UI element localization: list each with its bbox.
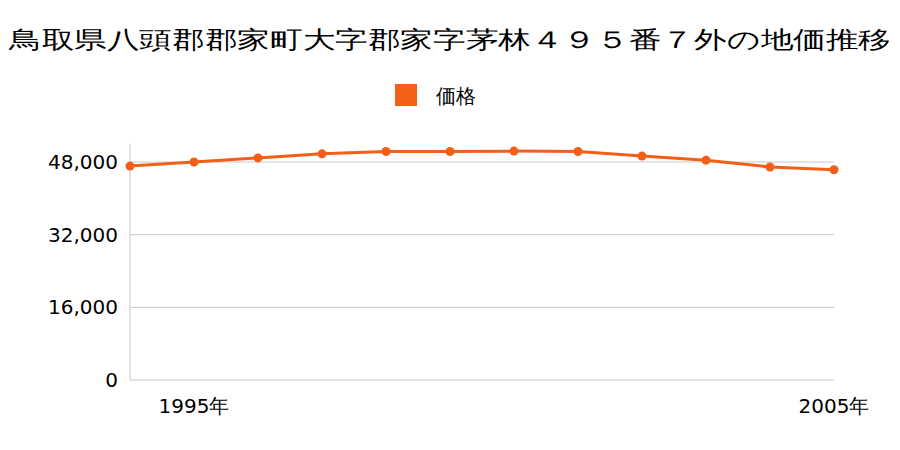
point <box>830 165 839 174</box>
grid-line <box>130 380 834 381</box>
grid-line <box>130 307 834 308</box>
title: 鳥取県八頭郡郡家町大字郡家字茅林４９５番７外の地価推移 <box>8 26 891 54</box>
chart: 鳥取県八頭郡郡家町大字郡家字茅林４９５番７外の地価推移 0 16,000 32,000… <box>0 0 900 450</box>
y-tick-label: 48,000 <box>48 150 118 174</box>
grid-line <box>130 234 834 235</box>
y-tick-label: 0 <box>105 368 118 392</box>
y-tick-label: 32,000 <box>48 223 118 247</box>
legend-label: 価格 <box>436 84 476 108</box>
y-axis-line <box>130 144 131 380</box>
y-tick-label: 16,000 <box>48 295 118 319</box>
point <box>574 147 583 156</box>
x-tick-label: 1995年 <box>159 394 230 418</box>
plot-area <box>126 147 839 175</box>
point <box>190 158 199 167</box>
point <box>510 147 519 156</box>
point <box>382 147 391 156</box>
x-tick-label: 2005年 <box>799 394 870 418</box>
point <box>702 156 711 165</box>
point <box>318 149 327 158</box>
point <box>254 153 263 162</box>
point <box>638 152 647 161</box>
point <box>126 162 135 171</box>
legend-swatch <box>395 84 417 106</box>
point <box>766 162 775 171</box>
series-line <box>130 151 834 170</box>
point <box>446 147 455 156</box>
